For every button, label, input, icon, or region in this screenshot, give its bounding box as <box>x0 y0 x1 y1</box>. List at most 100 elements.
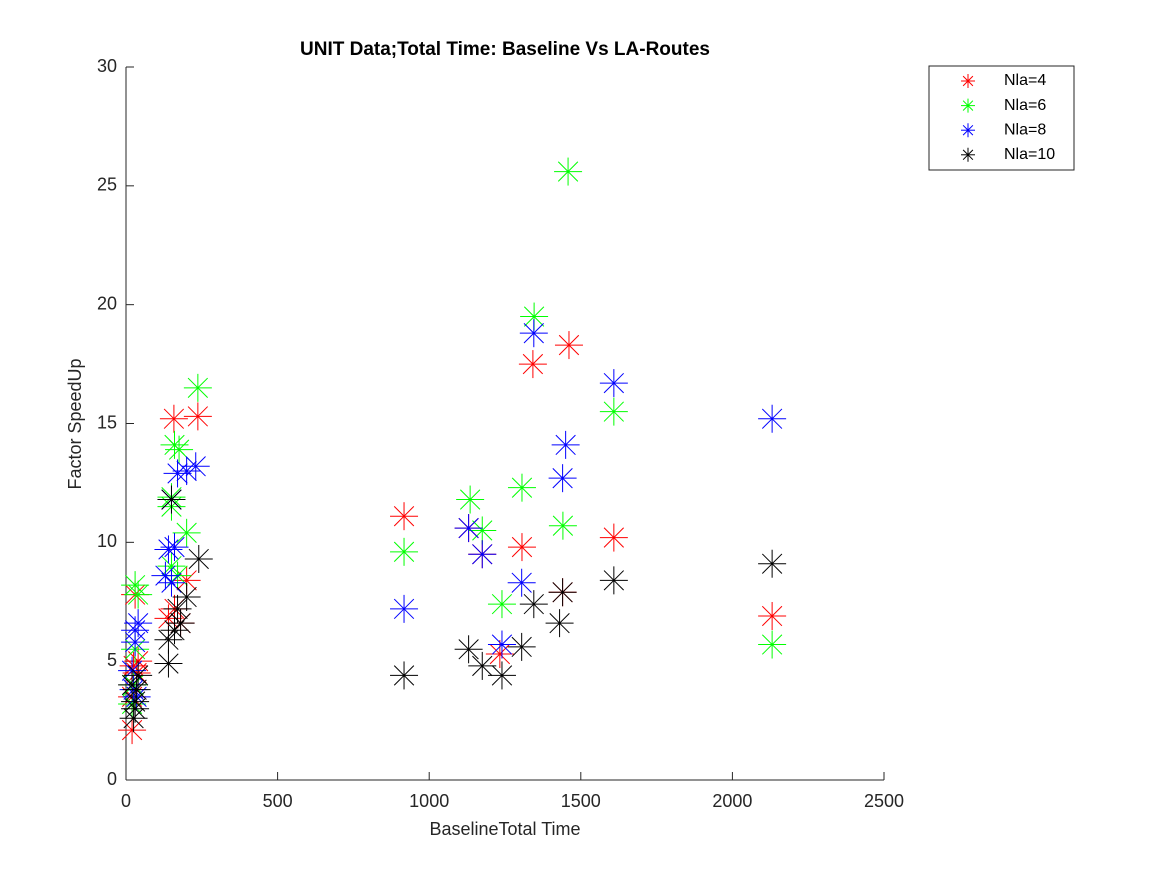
point <box>124 609 153 638</box>
point <box>599 397 628 426</box>
point <box>159 404 188 433</box>
marker-stroke <box>511 536 533 558</box>
legend-label: Nla=6 <box>1004 97 1046 114</box>
point <box>165 435 194 464</box>
point <box>548 578 577 607</box>
legend-label: Nla=10 <box>1004 146 1055 163</box>
legend-marker <box>961 98 975 113</box>
point <box>518 350 547 379</box>
marker-stroke <box>393 665 415 686</box>
marker-stroke <box>459 489 481 510</box>
y-axis-label: Factor SpeedUp <box>65 358 85 489</box>
point <box>554 331 583 360</box>
marker-stroke <box>176 586 197 608</box>
marker-stroke <box>523 593 544 615</box>
marker-stroke <box>167 463 188 484</box>
y-tick-label: 0 <box>107 769 117 789</box>
marker-stroke <box>127 665 149 686</box>
marker-stroke <box>127 584 149 605</box>
legend-marker <box>961 74 975 88</box>
marker-stroke <box>511 636 532 658</box>
marker-stroke <box>558 334 580 356</box>
marker-stroke <box>962 100 974 111</box>
point <box>183 373 212 402</box>
point <box>548 511 577 540</box>
marker-stroke <box>176 570 197 591</box>
point <box>487 661 516 690</box>
point <box>551 430 580 459</box>
marker-stroke <box>472 655 493 677</box>
point <box>172 518 201 547</box>
point <box>519 590 548 619</box>
marker-stroke <box>603 401 625 422</box>
legend-marker <box>961 123 975 138</box>
marker-stroke <box>472 544 493 565</box>
point <box>124 661 153 690</box>
legend-label: Nla=4 <box>1004 72 1046 89</box>
point <box>154 535 183 564</box>
point <box>184 544 213 573</box>
marker-stroke <box>187 377 209 399</box>
point <box>554 157 583 186</box>
marker-stroke <box>158 653 179 674</box>
point <box>160 533 189 562</box>
point <box>121 687 150 716</box>
y-tick-label: 15 <box>97 412 117 432</box>
point <box>468 540 497 569</box>
marker-stroke <box>552 468 573 489</box>
point <box>154 649 183 678</box>
marker-stroke <box>458 639 479 660</box>
marker-stroke <box>549 612 570 634</box>
x-tick-label: 2000 <box>712 791 752 811</box>
marker-stroke <box>161 489 182 510</box>
point <box>172 457 201 486</box>
marker-stroke <box>168 439 190 460</box>
marker-stroke <box>962 75 974 87</box>
point <box>166 609 195 638</box>
marker-stroke <box>555 434 576 456</box>
point <box>507 632 536 661</box>
marker-stroke <box>491 593 513 615</box>
point <box>122 675 151 704</box>
marker-stroke <box>176 460 197 482</box>
marker-stroke <box>761 553 783 574</box>
marker-stroke <box>170 612 191 634</box>
point <box>487 630 516 659</box>
y-tick-label: 25 <box>97 175 117 195</box>
point <box>599 369 628 398</box>
point <box>454 514 483 543</box>
point <box>548 464 577 493</box>
marker-stroke <box>127 612 149 634</box>
marker-stroke <box>603 527 625 548</box>
point <box>183 402 212 431</box>
marker-stroke <box>458 517 479 539</box>
marker-stroke <box>393 598 415 620</box>
marker-stroke <box>511 572 532 593</box>
marker-stroke <box>124 691 146 712</box>
point <box>456 485 485 514</box>
point <box>507 473 536 502</box>
marker-stroke <box>164 536 185 558</box>
point <box>390 537 419 566</box>
marker-stroke <box>552 582 573 603</box>
point <box>758 602 787 631</box>
x-tick-label: 2500 <box>864 791 904 811</box>
point <box>157 485 186 514</box>
marker-stroke <box>176 522 197 543</box>
point <box>154 625 183 654</box>
point <box>487 590 516 619</box>
marker-stroke <box>167 598 188 620</box>
marker-stroke <box>124 631 146 653</box>
marker-stroke <box>124 574 146 596</box>
point <box>454 635 483 664</box>
marker-stroke <box>603 570 625 591</box>
marker-stroke <box>491 634 513 655</box>
y-tick-label: 5 <box>107 650 117 670</box>
x-axis-label: BaselineTotal Time <box>429 819 580 839</box>
point <box>118 716 147 745</box>
point <box>163 594 192 623</box>
marker-stroke <box>557 161 579 182</box>
marker-stroke <box>491 665 513 686</box>
